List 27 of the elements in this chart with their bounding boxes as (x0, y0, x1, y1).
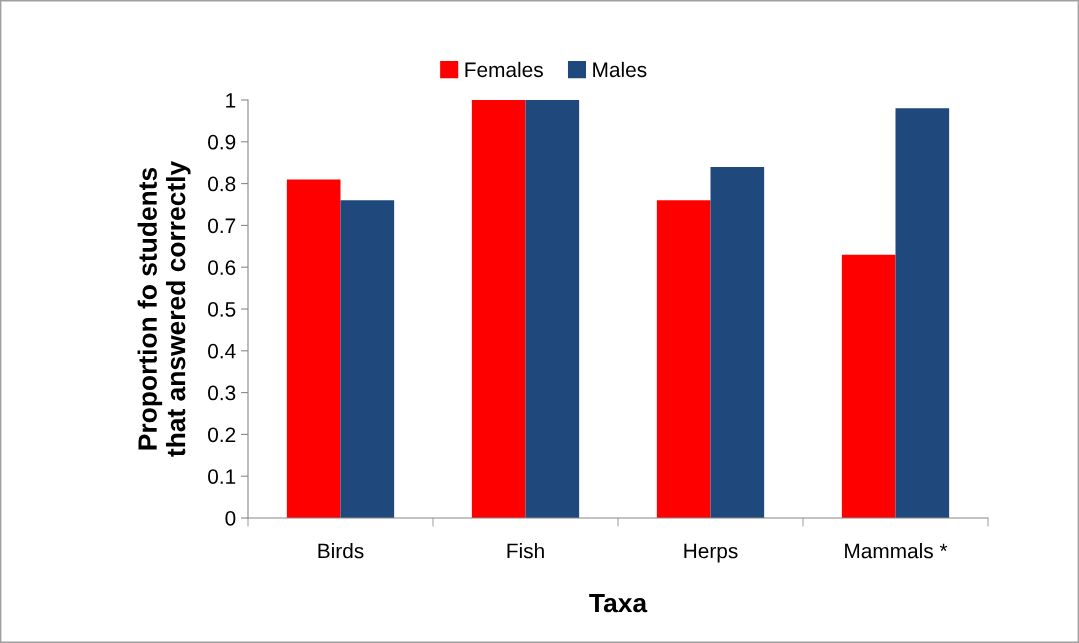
bar (841, 254, 896, 518)
bar (525, 100, 580, 518)
y-tick-label: 0.8 (208, 176, 236, 192)
legend-label: Males (593, 61, 647, 78)
x-axis-title: Taxa (589, 593, 648, 613)
y-tick-label: 0.9 (208, 134, 236, 150)
bar (471, 100, 526, 518)
x-tick-label: Birds (318, 543, 364, 559)
y-tick-label: 0.5 (208, 302, 236, 317)
y-tick-label: 0.1 (208, 469, 236, 484)
y-tick-label: 0.3 (208, 385, 236, 401)
bar (710, 166, 765, 518)
bar (895, 108, 950, 518)
bar (286, 179, 341, 518)
bar (340, 200, 395, 518)
bar (656, 200, 711, 518)
x-tick-label: Fish (507, 543, 544, 559)
x-tick-label: Mammals * (845, 543, 948, 559)
y-tick-label: 1 (226, 93, 236, 108)
y-tick-label: 0 (225, 511, 236, 526)
y-axis-title: Proportion fo students that answered correctly (137, 161, 191, 457)
y-tick-label: 0.4 (208, 343, 236, 359)
x-tick-label: Herps (684, 543, 738, 563)
y-tick-label: 0.2 (208, 427, 236, 443)
legend-label: Females (465, 61, 543, 78)
y-tick-label: 0.6 (208, 260, 236, 275)
y-tick-label: 0.7 (208, 218, 236, 234)
